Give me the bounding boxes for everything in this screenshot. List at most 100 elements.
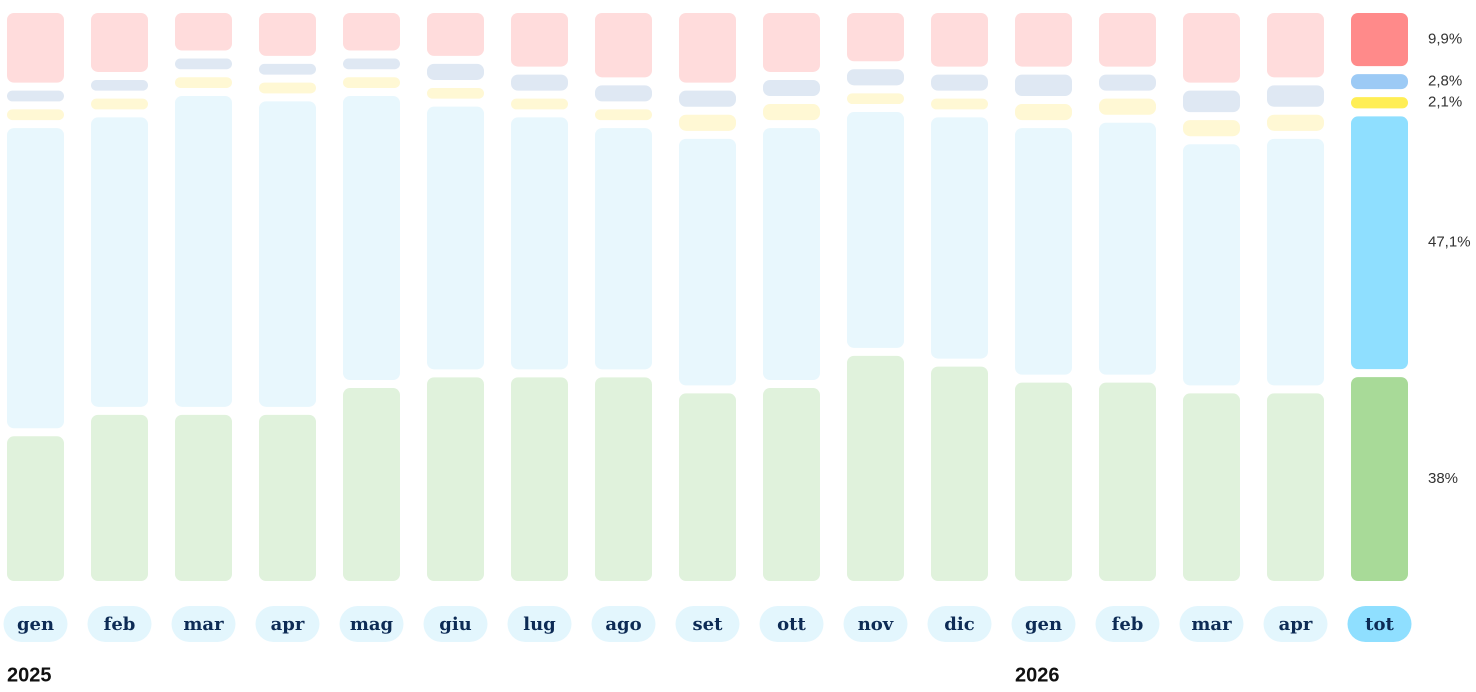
bar-segment bbox=[343, 58, 400, 70]
bar-segment bbox=[595, 109, 652, 121]
bar-segment bbox=[91, 414, 148, 581]
category-pill bbox=[1095, 606, 1160, 642]
bar-segment bbox=[847, 13, 904, 62]
bar-segment bbox=[7, 90, 64, 102]
bar-segment bbox=[1183, 120, 1240, 137]
bar-segment bbox=[1267, 393, 1324, 581]
bar-segment bbox=[595, 85, 652, 102]
value-label: 2,1% bbox=[1428, 94, 1462, 111]
category-pill bbox=[843, 606, 908, 642]
bar-segment bbox=[1099, 74, 1156, 91]
category-pill bbox=[1179, 606, 1244, 642]
bar-segment bbox=[511, 13, 568, 67]
category-pill bbox=[1011, 606, 1076, 642]
bar-segment bbox=[1267, 85, 1324, 107]
bar-segment bbox=[763, 388, 820, 581]
bar-segment bbox=[679, 90, 736, 107]
bar-segment bbox=[7, 436, 64, 581]
bar-segment bbox=[427, 13, 484, 56]
value-label: 9,9% bbox=[1428, 31, 1462, 48]
bar-segment bbox=[1099, 98, 1156, 115]
x-tick-label: feb bbox=[104, 614, 136, 635]
bar-segment bbox=[427, 377, 484, 581]
bar-segment bbox=[1267, 138, 1324, 386]
x-tick-label: apr bbox=[271, 614, 305, 635]
x-tick-label: ott bbox=[777, 614, 806, 635]
x-tick-label: ago bbox=[605, 614, 641, 635]
bar-segment bbox=[259, 101, 316, 407]
bar-segment bbox=[343, 77, 400, 88]
bar-segment bbox=[1267, 114, 1324, 131]
bar-segment bbox=[847, 112, 904, 348]
group-label: 2025 bbox=[7, 664, 52, 686]
bar-segment bbox=[1099, 13, 1156, 67]
x-tick-label: gen bbox=[17, 614, 54, 635]
bar-segment bbox=[511, 377, 568, 581]
x-tick-label: set bbox=[693, 614, 724, 635]
bar-segment bbox=[175, 414, 232, 581]
bar-segment bbox=[1099, 382, 1156, 581]
x-tick-label: mag bbox=[350, 614, 394, 635]
bar-segment bbox=[343, 13, 400, 51]
bar-segment bbox=[763, 13, 820, 72]
x-tick-label: nov bbox=[858, 614, 894, 635]
bar-segment bbox=[1183, 144, 1240, 386]
bar-segment bbox=[679, 13, 736, 83]
bar-segment bbox=[847, 355, 904, 581]
x-tick-label: mar bbox=[1191, 614, 1232, 635]
bar-segment bbox=[1015, 13, 1072, 67]
x-tick-label: giu bbox=[439, 614, 472, 635]
bar-segment bbox=[931, 117, 988, 359]
x-tick-label: mar bbox=[183, 614, 224, 635]
category-pill bbox=[507, 606, 572, 642]
bar-segment bbox=[1015, 382, 1072, 581]
bar-segment bbox=[1351, 97, 1408, 109]
bar-segment bbox=[847, 69, 904, 86]
bar-segment bbox=[175, 77, 232, 88]
x-tick-label: gen bbox=[1025, 614, 1062, 635]
bar-segment bbox=[427, 63, 484, 80]
bar-segment bbox=[427, 106, 484, 370]
category-pill bbox=[675, 606, 740, 642]
bar-segment bbox=[1267, 13, 1324, 78]
value-label: 2,8% bbox=[1428, 73, 1462, 90]
bar-segment bbox=[847, 93, 904, 105]
category-pill bbox=[591, 606, 656, 642]
bar-segment bbox=[1183, 13, 1240, 83]
bar-segment bbox=[259, 63, 316, 75]
category-pill bbox=[423, 606, 488, 642]
bar-segment bbox=[427, 87, 484, 99]
bar-segment bbox=[595, 377, 652, 581]
bar-segment bbox=[1183, 393, 1240, 581]
x-tick-label: tot bbox=[1365, 614, 1394, 635]
bar-segment bbox=[1351, 13, 1408, 67]
category-pill bbox=[1263, 606, 1328, 642]
bar-segment bbox=[763, 79, 820, 97]
bar-segment bbox=[1015, 128, 1072, 375]
bar-segment bbox=[931, 13, 988, 67]
x-tick-label: lug bbox=[523, 614, 556, 635]
category-pill bbox=[1347, 606, 1412, 642]
bar-segment bbox=[511, 117, 568, 370]
value-label: 47,1% bbox=[1428, 234, 1471, 251]
bar-segment bbox=[1015, 104, 1072, 121]
bar-segment bbox=[679, 393, 736, 581]
bar-segment bbox=[175, 58, 232, 70]
bar-segment bbox=[1099, 122, 1156, 375]
bar-segment bbox=[1183, 90, 1240, 113]
bar-segment bbox=[7, 13, 64, 83]
bar-segment bbox=[91, 98, 148, 110]
bar-segment bbox=[595, 13, 652, 78]
category-pill bbox=[759, 606, 824, 642]
x-tick-label: apr bbox=[1279, 614, 1313, 635]
bar-segment bbox=[679, 114, 736, 131]
category-pill bbox=[87, 606, 152, 642]
bar-segment bbox=[1351, 116, 1408, 370]
bar-segment bbox=[511, 74, 568, 91]
bar-segment bbox=[763, 128, 820, 381]
bar-segment bbox=[595, 128, 652, 370]
bar-segment bbox=[1351, 74, 1408, 90]
bar-segment bbox=[763, 104, 820, 121]
category-pill bbox=[339, 606, 404, 642]
bar-segment bbox=[931, 366, 988, 581]
